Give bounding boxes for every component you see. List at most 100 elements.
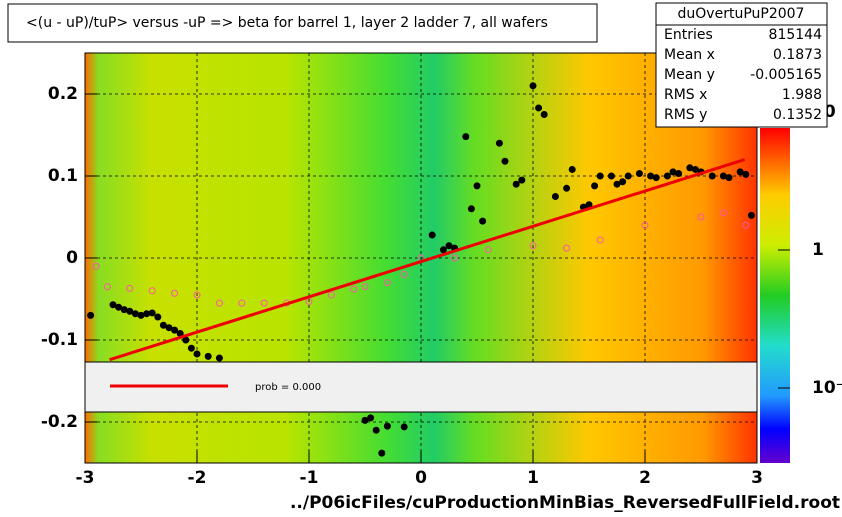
profile-point [87,311,95,319]
profile-point [165,324,173,332]
mean-point [260,299,268,307]
profile-point [204,352,212,360]
profile-point [512,180,520,188]
z-tick-label: 1 [812,240,824,260]
profile-point [540,111,548,118]
mean-point [103,283,111,291]
profile-point [372,426,380,434]
x-tick-label: 1 [527,468,539,488]
profile-point [378,449,386,457]
stats-value: 815144 [769,27,823,43]
profile-point [686,164,694,172]
mean-point [193,291,201,299]
profile-point [383,422,391,430]
mean-point [596,236,604,244]
mean-point [697,213,705,221]
x-axis-label: ../P06icFiles/cuProductionMinBias_Revers… [290,493,840,513]
profile-point [585,201,593,209]
profile-point [126,307,134,315]
stats-label: Mean x [664,47,715,63]
profile-point [148,309,156,317]
profile-point [663,172,671,180]
profile-point [171,326,179,334]
profile-point [747,211,755,219]
mean-point [451,254,459,262]
stats-value: 1.988 [782,87,822,103]
profile-point [193,350,201,358]
mean-point [719,209,727,217]
y-tick-label: 0.2 [48,84,78,104]
mean-point [327,291,335,299]
profile-point [159,321,167,329]
mean-point [305,297,313,305]
stats-label: Entries [664,27,713,43]
x-tick-label: 0 [415,468,427,488]
profile-point [182,336,190,344]
profile-point [607,172,615,180]
stats-label: RMS x [664,87,707,103]
stats-label: Mean y [664,67,715,83]
x-tick-label: -2 [188,468,207,488]
stats-label: RMS y [664,107,707,123]
mean-point [350,285,358,293]
profile-point [120,306,128,314]
mean-point [641,221,649,229]
profile-point [736,168,744,176]
profile-point [473,182,481,190]
x-tick-label: 3 [751,468,763,488]
mean-point [563,244,571,252]
mean-point [529,242,537,250]
profile-point [154,313,162,321]
profile-point [400,423,408,431]
profile-point [596,172,604,180]
mean-point [742,221,750,229]
color-palette [760,128,790,463]
profile-point [675,170,683,178]
profile-point [624,172,632,180]
profile-point [719,172,727,180]
x-tick-label: 2 [639,468,651,488]
z-tick-label: 10⁻¹ [812,378,842,398]
profile-point [467,205,475,213]
stats-title: duOvertuPuP2007 [678,6,805,22]
profile-point [725,174,733,182]
profile-point [691,165,699,173]
x-tick-label: -1 [300,468,319,488]
y-tick-label: 0.1 [48,166,78,186]
profile-point [109,301,117,309]
x-tick-label: -3 [76,468,95,488]
profile-point [619,178,627,186]
profile-point [635,170,643,178]
profile-point [187,344,195,352]
mean-point [148,287,156,295]
profile-point [176,329,184,337]
profile-point [669,168,677,176]
profile-point [115,303,123,311]
profile-point [613,180,621,188]
profile-point [495,139,503,147]
profile-point [462,133,470,141]
profile-point [439,246,447,254]
profile-point [445,242,453,250]
profile-point [647,172,655,180]
profile-point [568,165,576,173]
profile-point [143,310,151,318]
profile-point [367,414,375,422]
mean-point [400,270,408,278]
profile-point [563,184,571,192]
profile-point [479,217,487,225]
profile-point [742,170,750,178]
profile-point [535,104,543,112]
mean-point [215,299,223,307]
mean-point [361,283,369,291]
y-tick-label: -0.1 [41,330,78,350]
profile-point [131,310,139,318]
profile-point [428,231,436,239]
profile-point [591,182,599,190]
fit-line [109,158,746,362]
profile-point [708,172,716,180]
profile-point [652,174,660,182]
y-tick-label: 0 [66,248,78,268]
stats-value: 0.1352 [773,107,822,123]
profile-point [551,193,559,200]
